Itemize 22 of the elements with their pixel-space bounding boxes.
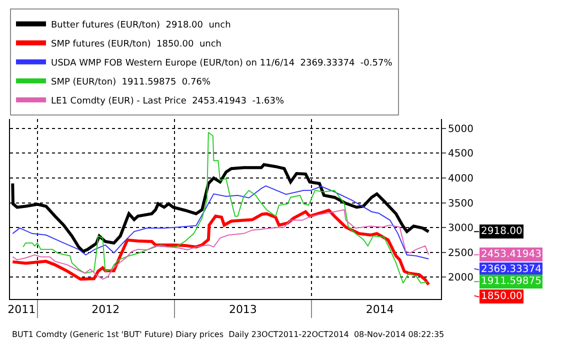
legend-label: LE1 Comdty (EUR) - Last Price 2453.41943 -1.63% bbox=[51, 96, 284, 106]
text: BUT1 Comdty (Generic 1st 'BUT' Future) Diary prices Daily 23OCT2011-22OCT2014 08-Nov-2014 08:22:35 bbox=[12, 330, 444, 339]
annotation: 1911.59875 bbox=[481, 276, 542, 287]
x-tick-label: 2014 bbox=[366, 303, 394, 316]
y-tick-label: 4000 bbox=[448, 174, 474, 185]
legend-label: SMP (EUR/ton) 1911.59875 0.76% bbox=[51, 77, 211, 88]
y-tick-label: 4500 bbox=[448, 148, 474, 160]
x-tick-label: 2013 bbox=[228, 303, 257, 316]
x-tick-label: 2012 bbox=[92, 303, 120, 316]
legend-label: SMP futures (EUR/ton) 1850.00 unch bbox=[51, 39, 222, 50]
annotation: 2369.33374 bbox=[481, 264, 542, 275]
y-tick-label: 3000 bbox=[448, 223, 474, 234]
annotation: 2918.00 bbox=[481, 226, 522, 237]
x-tick-label: 2011 bbox=[8, 303, 36, 316]
legend-label: USDA WMP FOB Western Europe (EUR/ton) on 11/6/14 2369.33374 -0.57% bbox=[51, 58, 393, 68]
annotation: 1850.00 bbox=[481, 291, 522, 302]
legend-label: Butter futures (EUR/ton) 2918.00 unch bbox=[51, 20, 231, 30]
y-tick-label: 3500 bbox=[448, 198, 474, 210]
y-tick-label: 2000 bbox=[448, 272, 474, 284]
annotation: 2453.41943 bbox=[481, 249, 542, 260]
y-tick-label: 2500 bbox=[448, 248, 474, 259]
y-tick-label: 5000 bbox=[448, 124, 474, 135]
